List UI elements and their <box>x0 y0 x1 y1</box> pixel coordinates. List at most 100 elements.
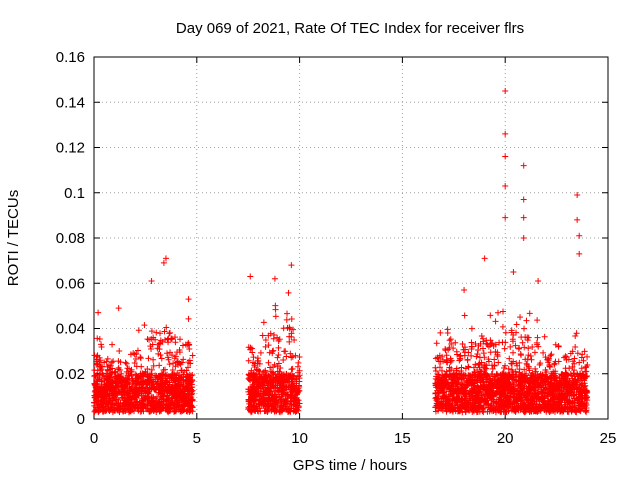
data-point <box>137 354 144 361</box>
data-point <box>150 400 157 407</box>
data-point <box>124 365 131 372</box>
data-point <box>177 336 184 343</box>
data-point <box>261 397 268 404</box>
data-point <box>515 407 522 414</box>
data-point <box>531 398 538 405</box>
data-point <box>481 363 488 370</box>
data-point <box>526 367 533 374</box>
data-point <box>129 375 136 382</box>
data-point <box>432 375 439 382</box>
data-point <box>265 342 272 349</box>
data-point <box>146 336 153 343</box>
data-point <box>573 385 580 392</box>
data-point <box>487 337 494 344</box>
data-point <box>551 377 558 384</box>
data-point <box>265 394 272 401</box>
data-point <box>186 371 193 378</box>
data-point <box>484 400 491 407</box>
data-point <box>466 372 473 379</box>
data-point <box>502 182 509 189</box>
data-point <box>146 385 153 392</box>
data-point <box>511 403 518 410</box>
data-point <box>535 277 542 284</box>
data-point <box>513 377 520 384</box>
data-point <box>162 372 169 379</box>
data-point <box>277 396 284 403</box>
data-point <box>478 396 485 403</box>
data-point <box>528 385 535 392</box>
data-point <box>462 365 469 372</box>
data-point <box>582 395 589 402</box>
data-point <box>169 371 176 378</box>
x-tick-label: 0 <box>90 430 98 447</box>
data-point <box>505 398 512 405</box>
data-point <box>499 323 506 330</box>
data-point <box>531 349 538 356</box>
data-point <box>473 409 480 416</box>
data-point <box>172 339 179 346</box>
data-point <box>506 374 513 381</box>
data-point <box>147 408 154 415</box>
data-point <box>507 343 514 350</box>
data-point <box>291 336 298 343</box>
data-point <box>142 405 149 412</box>
data-point <box>468 345 475 352</box>
data-point <box>156 362 163 369</box>
data-point <box>528 379 535 386</box>
data-point <box>579 351 586 358</box>
data-point <box>272 313 279 320</box>
data-point <box>471 400 478 407</box>
data-point <box>288 382 295 389</box>
data-point <box>259 382 266 389</box>
data-point <box>267 379 274 386</box>
data-point <box>535 390 542 397</box>
data-point <box>290 401 297 408</box>
data-point <box>496 339 503 346</box>
data-point <box>551 395 558 402</box>
data-point <box>466 380 473 387</box>
data-point <box>283 370 290 377</box>
data-point <box>463 405 470 412</box>
grid-lines <box>94 57 608 419</box>
data-point <box>474 351 481 358</box>
data-point <box>502 214 509 221</box>
data-point <box>510 268 517 275</box>
data-point <box>291 401 298 408</box>
data-point <box>255 400 262 407</box>
data-point <box>447 385 454 392</box>
data-point <box>486 388 493 395</box>
data-point <box>269 350 276 357</box>
data-point <box>148 346 155 353</box>
y-tick-label: 0.12 <box>56 140 85 157</box>
data-point <box>479 378 486 385</box>
data-point <box>498 408 505 415</box>
data-point <box>494 353 501 360</box>
data-point <box>160 259 167 266</box>
data-point <box>523 317 530 324</box>
data-point <box>275 387 282 394</box>
data-point <box>574 378 581 385</box>
data-point <box>475 362 482 369</box>
data-point <box>127 351 134 358</box>
data-point <box>449 392 456 399</box>
data-point <box>277 407 284 414</box>
data-point <box>521 378 528 385</box>
data-point <box>173 359 180 366</box>
data-point <box>161 366 168 373</box>
data-point <box>546 355 553 362</box>
data-point <box>470 364 477 371</box>
data-point <box>545 390 552 397</box>
data-point <box>119 390 126 397</box>
data-point <box>534 408 541 415</box>
data-point <box>116 347 123 354</box>
data-point <box>110 391 117 398</box>
data-point <box>452 396 459 403</box>
data-point <box>283 316 290 323</box>
data-point <box>287 391 294 398</box>
data-point <box>95 309 102 316</box>
data-point <box>487 312 494 319</box>
data-point <box>183 408 190 415</box>
x-tick-label: 15 <box>394 430 411 447</box>
data-point <box>256 396 263 403</box>
